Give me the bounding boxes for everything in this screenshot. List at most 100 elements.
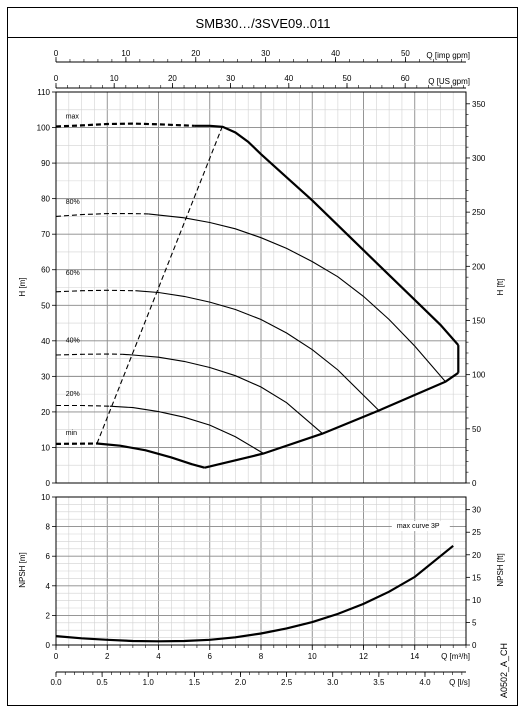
head-right-tick-label: 300 xyxy=(472,154,486,163)
top-axis-imp-label: Q [imp gpm] xyxy=(426,51,470,60)
head-left-tick-label: 0 xyxy=(46,479,51,488)
ls-axis-tick-label: 0.0 xyxy=(50,678,62,687)
imp-gpm-axis-tick-label: 30 xyxy=(261,49,270,58)
npsh-left-tick-label: 10 xyxy=(41,493,50,502)
m3h-axis-tick-label: 10 xyxy=(308,652,317,661)
ticks-layer: 0 10 20 30 40 500 10 20 30 40 50 600 2 4 6 8 10 12 140.0 0.… xyxy=(37,49,486,687)
ls-axis-tick-label: 1.5 xyxy=(189,678,201,687)
npsh-right-tick-label: 30 xyxy=(472,506,481,515)
head-axis-label-right: H [ft] xyxy=(496,279,505,296)
npsh-right-tick-label: 0 xyxy=(472,641,477,650)
npsh-right-tick-label: 25 xyxy=(472,528,481,537)
minimum-flow-limit xyxy=(96,125,224,444)
head-right-tick-label: 250 xyxy=(472,208,486,217)
ls-axis-tick-label: 4.0 xyxy=(419,678,431,687)
imp-gpm-axis-tick-label: 10 xyxy=(121,49,130,58)
ls-axis-tick-label: 3.0 xyxy=(327,678,339,687)
head-right-tick-label: 100 xyxy=(472,371,486,380)
ls-axis-tick-label: 1.0 xyxy=(143,678,155,687)
m3h-axis-tick-label: 8 xyxy=(259,652,264,661)
grid-layer xyxy=(55,91,467,646)
head-left-tick-label: 90 xyxy=(41,159,50,168)
npsh-right-tick-label: 5 xyxy=(472,618,477,627)
m3h-axis-tick-label: 12 xyxy=(359,652,368,661)
us-gpm-axis-tick-label: 0 xyxy=(54,74,59,83)
head-curve-80pct xyxy=(148,213,446,383)
npsh-right-tick-label: 20 xyxy=(472,551,481,560)
imp-gpm-axis-tick-label: 0 xyxy=(54,49,59,58)
imp-gpm-axis-tick-label: 20 xyxy=(191,49,200,58)
npsh-right-tick-label: 15 xyxy=(472,573,481,582)
npsh-left-tick-label: 2 xyxy=(46,611,51,620)
m3h-axis-tick-label: 4 xyxy=(156,652,161,661)
head-left-tick-label: 40 xyxy=(41,337,50,346)
npsh-left-tick-label: 0 xyxy=(46,641,51,650)
npsh-annotation: max curve 3P xyxy=(397,523,440,530)
npsh-right-tick-label: 10 xyxy=(472,596,481,605)
ls-axis-tick-label: 2.5 xyxy=(281,678,293,687)
head-curve-60pct xyxy=(135,290,380,411)
curve-label-80pct: 80% xyxy=(66,199,80,206)
us-gpm-axis-tick-label: 10 xyxy=(110,74,119,83)
head-right-tick-label: 200 xyxy=(472,262,486,271)
curve-label-20pct: 20% xyxy=(66,391,80,398)
head-left-tick-label: 70 xyxy=(41,230,50,239)
top-axis-us-label: Q [US gpm] xyxy=(428,77,470,86)
npsh-left-tick-label: 8 xyxy=(46,523,51,532)
head-left-tick-label: 110 xyxy=(37,88,50,97)
npsh-axis-label-right: NPSH [ft] xyxy=(496,553,505,586)
head-plot-frame xyxy=(55,91,467,484)
npsh-left-tick-label: 6 xyxy=(46,552,51,561)
bottom-axis-ls-label: Q [l/s] xyxy=(449,678,470,687)
curve-label-max: max xyxy=(66,114,80,121)
head-axis-label-left: H [m] xyxy=(18,277,27,296)
head-curve-max xyxy=(194,124,460,346)
head-curve-max-dashed xyxy=(55,122,195,128)
head-right-tick-label: 0 xyxy=(472,479,477,488)
curves-layer: max 80% 60% 40% 20% min max curve 3P xyxy=(55,114,460,643)
head-curve-80pct-dashed xyxy=(55,213,149,217)
npsh-axis-label-left: NPSH [m] xyxy=(18,552,27,588)
curve-label-40pct: 40% xyxy=(66,338,80,345)
us-gpm-axis-tick-label: 60 xyxy=(401,74,410,83)
ls-axis-tick-label: 2.0 xyxy=(235,678,247,687)
head-right-tick-label: 50 xyxy=(472,425,481,434)
head-curve-40pct-dashed xyxy=(55,353,123,356)
head-right-tick-label: 150 xyxy=(472,316,486,325)
us-gpm-axis-tick-label: 40 xyxy=(284,74,293,83)
imp-gpm-axis-tick-label: 40 xyxy=(331,49,340,58)
head-curve-60pct-dashed xyxy=(55,289,136,293)
m3h-axis-tick-label: 2 xyxy=(105,652,110,661)
head-left-tick-label: 100 xyxy=(37,124,51,133)
bottom-axis-m3h-label: Q [m³/h] xyxy=(441,652,470,661)
head-curve-40pct xyxy=(122,353,323,435)
ls-axis-tick-label: 0.5 xyxy=(97,678,109,687)
maximum-flow-limit xyxy=(204,371,459,469)
head-left-tick-label: 50 xyxy=(41,301,50,310)
ls-axis-tick-label: 3.5 xyxy=(373,678,385,687)
npsh-annotation-box xyxy=(391,521,450,532)
imp-gpm-axis-tick-label: 50 xyxy=(401,49,410,58)
us-gpm-axis-tick-label: 30 xyxy=(226,74,235,83)
us-gpm-axis-tick-label: 20 xyxy=(168,74,177,83)
curve-label-min: min xyxy=(66,430,77,437)
head-left-tick-label: 60 xyxy=(41,266,50,275)
outer-frame xyxy=(7,7,518,706)
m3h-axis-tick-label: 6 xyxy=(208,652,213,661)
head-curve-20pct-dashed xyxy=(56,404,110,407)
head-curve-20pct xyxy=(109,405,264,454)
head-left-tick-label: 30 xyxy=(41,372,50,381)
m3h-axis-tick-label: 14 xyxy=(410,652,419,661)
drawing-code: A0502_A_CH xyxy=(499,643,509,698)
head-left-tick-label: 10 xyxy=(41,443,50,452)
npsh-curve xyxy=(55,544,454,643)
head-right-tick-label: 350 xyxy=(472,100,486,109)
npsh-left-tick-label: 4 xyxy=(46,582,51,591)
us-gpm-axis-tick-label: 50 xyxy=(343,74,352,83)
head-curve-min xyxy=(96,442,205,469)
curve-label-60pct: 60% xyxy=(66,270,80,277)
head-left-tick-label: 80 xyxy=(41,195,50,204)
m3h-axis-tick-label: 0 xyxy=(54,652,59,661)
chart-title: SMB30…/3SVE09..011 xyxy=(196,16,331,31)
